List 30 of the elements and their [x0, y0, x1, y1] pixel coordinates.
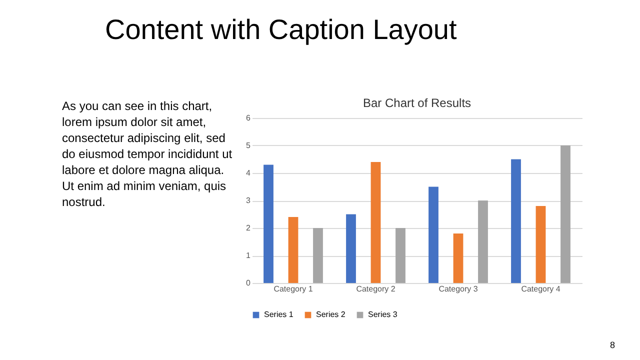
y-tick-label: 1: [246, 251, 252, 260]
bar: [264, 164, 274, 283]
y-tick-label: 4: [246, 168, 252, 178]
y-tick-label: 6: [246, 114, 252, 122]
x-tick-label: Category 4: [521, 284, 561, 294]
bar: [428, 186, 438, 283]
bar: [478, 200, 488, 283]
y-tick-label: 3: [246, 196, 252, 205]
y-tick-label: 5: [246, 141, 252, 150]
text: As you can see in this chart, lorem ipsum dolor sit amet, consectetur adipiscing elit, sed do eiusmod tempor incididunt ut labore et dolore magna aliqua. Ut enim ad minim veniam, quis nostrud.: [62, 98, 234, 210]
bar: [288, 217, 298, 283]
legend-label: Series 1: [264, 310, 294, 319]
bar: [313, 228, 323, 283]
chart-title: Bar Chart of Results: [362, 96, 472, 110]
bar: [396, 228, 406, 283]
x-tick-label: Category 1: [274, 284, 314, 294]
legend-label: Series 3: [368, 310, 398, 319]
bar: [370, 162, 381, 283]
bar: [511, 159, 521, 283]
x-tick-label: Category 3: [438, 284, 478, 294]
x-tick-label: Category 2: [356, 284, 396, 294]
bar: [536, 206, 546, 283]
legend-label: Series 2: [316, 310, 346, 319]
y-tick-label: 2: [246, 224, 252, 232]
bar: [346, 214, 356, 283]
text: Content with Caption Layout: [105, 14, 457, 46]
bar: [560, 146, 570, 283]
bar: [453, 234, 464, 283]
text: 8: [610, 340, 616, 350]
y-tick-label: 0: [246, 278, 252, 288]
